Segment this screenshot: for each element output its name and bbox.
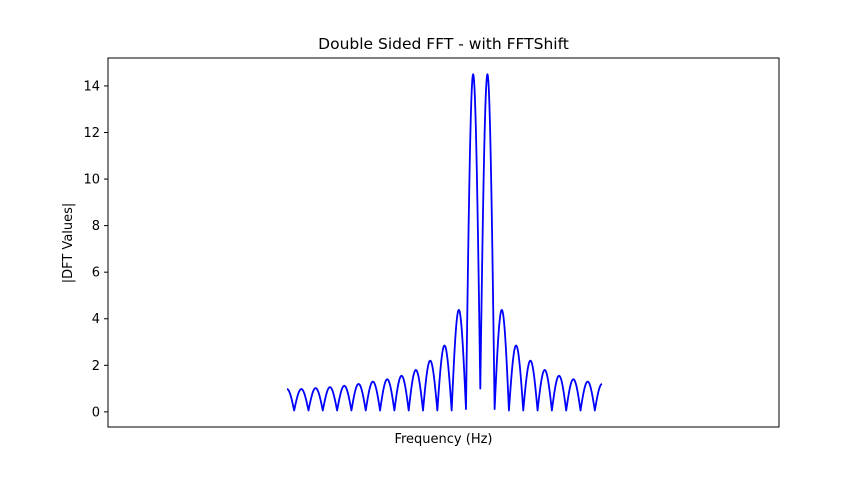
y-axis: 0 2 4 6 8 10 12 14 (83, 79, 108, 420)
y-tick-label: 12 (83, 126, 100, 141)
y-axis-label: |DFT Values| (61, 203, 76, 284)
y-tick-label: 10 (83, 173, 100, 188)
x-axis-label: Frequency (Hz) (394, 432, 492, 447)
y-tick-label: 2 (92, 359, 100, 374)
y-tick-label: 14 (83, 79, 100, 94)
y-tick-label: 0 (92, 405, 100, 420)
y-tick-label: 4 (92, 312, 100, 327)
chart-title: Double Sided FFT - with FFTShift (318, 35, 569, 53)
fft-magnitude-line (286, 73, 603, 412)
plot-area (286, 73, 603, 412)
y-tick-label: 8 (92, 219, 100, 234)
axes-frame (107, 57, 780, 428)
y-tick-label: 6 (92, 266, 100, 281)
